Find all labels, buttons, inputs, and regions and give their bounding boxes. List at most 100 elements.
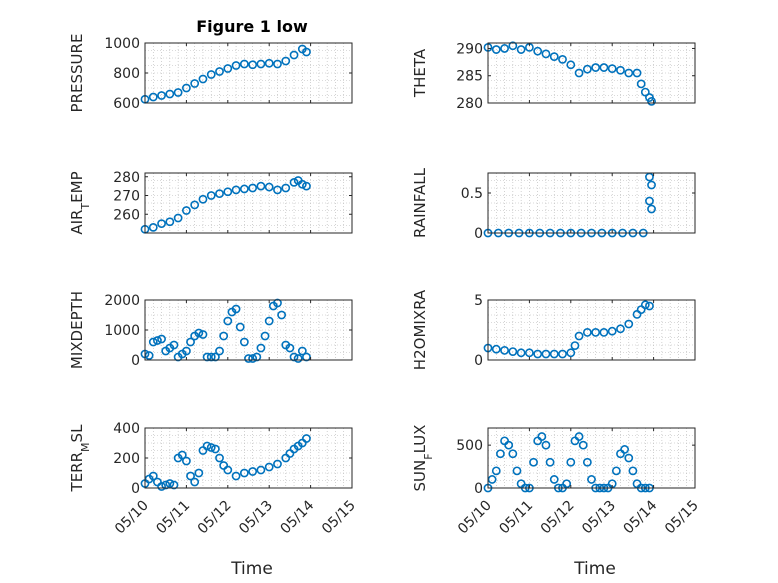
data-point (533, 349, 543, 359)
data-point (190, 200, 200, 210)
data-point (202, 352, 212, 362)
y-tick-label: 0 (474, 226, 483, 242)
data-point (244, 354, 253, 363)
axes-box (144, 427, 353, 489)
data-point (215, 453, 224, 463)
data-point (144, 351, 154, 360)
data-point (582, 327, 592, 337)
data-point (256, 181, 266, 191)
data-point (173, 88, 183, 97)
subplot-8: 05/10 05/11 05/12 05/13 05/14 05/15 0 500 SUNFLU… (411, 425, 702, 538)
x-axis-label-left: Time (230, 559, 273, 579)
data-point (281, 183, 291, 193)
y-axis-label: TERRMSL (68, 424, 92, 493)
data-point (574, 432, 584, 441)
data-point (157, 482, 166, 491)
axes-box (487, 42, 696, 104)
data-point (500, 345, 509, 355)
data-point (198, 74, 208, 84)
data-point (491, 45, 501, 54)
data-point (148, 222, 158, 232)
data-point (215, 67, 224, 76)
y-tick-label: 1000 (104, 36, 140, 52)
data-point (516, 479, 526, 489)
y-tick-label: 280 (113, 170, 140, 186)
data-point (273, 59, 282, 69)
subplot-2: 280 285 290 THETA (411, 41, 696, 112)
data-point (624, 68, 634, 78)
data-point (153, 477, 162, 487)
data-point (202, 441, 212, 451)
data-point (157, 91, 166, 100)
y-tick-label: 200 (113, 451, 140, 467)
data-point (239, 337, 249, 347)
x-tick-label: 05/13 (579, 498, 619, 538)
y-tick-label: 280 (456, 96, 483, 112)
data-point (541, 440, 551, 450)
data-point (256, 343, 266, 353)
data-point (231, 185, 241, 195)
data-point (582, 64, 592, 74)
data-point (289, 50, 299, 60)
data-point (632, 68, 642, 78)
data-point (153, 336, 162, 345)
data-point (624, 453, 634, 463)
data-point (277, 310, 287, 320)
data-point (289, 177, 299, 187)
y-tick-label: 5 (474, 293, 483, 309)
data-point (231, 61, 241, 70)
y-tick-label: 0 (131, 481, 140, 497)
data-point (541, 349, 551, 359)
data-point (566, 457, 576, 467)
subplot-1: 600 800 1000 PRESSURE (68, 34, 353, 112)
y-axis-label: AIRTEMP (68, 171, 92, 234)
data-point (516, 45, 526, 54)
y-tick-label: 600 (113, 96, 140, 112)
data-point (248, 60, 258, 70)
data-point (181, 456, 191, 466)
data-point (194, 328, 204, 338)
data-point (223, 64, 233, 73)
y-axis-label: MIXDEPTH (68, 291, 86, 369)
data-point (574, 331, 584, 341)
data-point (210, 444, 220, 454)
data-point (541, 49, 551, 59)
data-point (616, 324, 625, 334)
data-point (186, 471, 195, 481)
data-point (248, 467, 258, 476)
y-tick-label: 500 (456, 438, 483, 454)
data-point (223, 465, 233, 475)
data-point (562, 479, 572, 489)
data-point (190, 477, 200, 487)
data-point (239, 184, 249, 194)
data-point (607, 326, 617, 336)
data-point (616, 65, 625, 75)
data-point (636, 79, 646, 89)
data-point (504, 440, 514, 450)
y-tick-label: 0 (474, 481, 483, 497)
data-point (628, 466, 638, 476)
data-point (285, 343, 295, 353)
x-axis-label-right: Time (573, 559, 616, 579)
y-tick-label: 260 (113, 207, 140, 223)
y-tick-label: 800 (113, 66, 140, 82)
data-point (611, 466, 621, 476)
data-point (281, 56, 291, 66)
data-point (645, 301, 654, 311)
data-point (256, 465, 266, 475)
data-point (599, 327, 609, 337)
data-point (566, 60, 576, 70)
data-point (285, 449, 295, 458)
y-tick-label: 270 (113, 189, 140, 205)
x-tick-label: 05/15 (319, 498, 359, 538)
data-point (297, 346, 307, 356)
data-point (177, 450, 187, 460)
data-point (525, 348, 534, 358)
data-point (508, 449, 518, 459)
data-point (549, 52, 559, 62)
data-point (587, 475, 596, 484)
data-point (264, 58, 274, 68)
data-point (215, 346, 224, 356)
data-point (223, 187, 233, 197)
data-point (487, 475, 497, 484)
